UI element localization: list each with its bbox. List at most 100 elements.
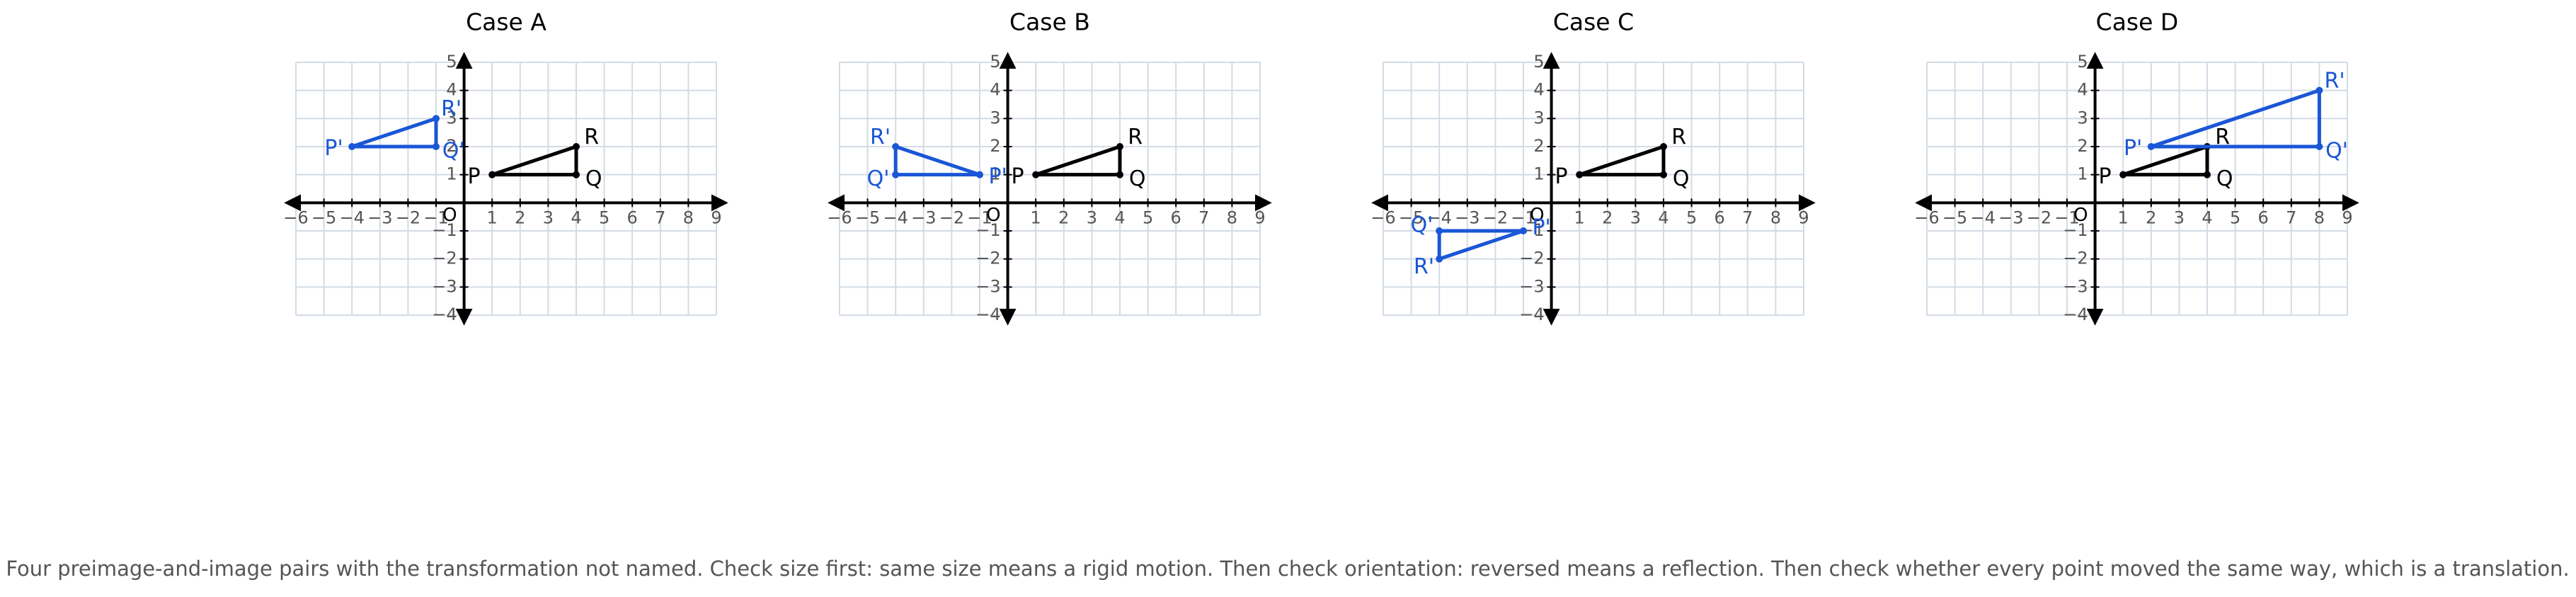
- vertex: [1116, 143, 1123, 150]
- x-tick-label: 8: [1770, 207, 1781, 227]
- vertex: [892, 171, 900, 178]
- y-tick-label: 1: [1533, 164, 1544, 184]
- vertex-label: R': [870, 125, 891, 149]
- vertex-label: Q: [1129, 166, 1146, 191]
- vertex: [2119, 171, 2127, 178]
- panel: Case A−6 −5 −4 −3 −2 −1 1 2 3 4 5 6 7 8 9−4−3−2−112345…: [283, 8, 728, 326]
- x-tick-label: 7: [655, 207, 665, 227]
- x-tick-label: 4: [571, 207, 581, 227]
- vertex-label: P: [1555, 164, 1568, 189]
- y-tick-label: 3: [1533, 108, 1544, 127]
- origin-label: O: [442, 205, 457, 226]
- y-tick-label: −2: [975, 249, 1000, 268]
- y-tick-label: 2: [1533, 136, 1544, 156]
- vertex-label: R: [1671, 125, 1686, 149]
- caption: Four preimage-and-image pairs with the t…: [6, 557, 2569, 581]
- vertex-label: R: [1128, 125, 1143, 149]
- vertex: [2315, 86, 2323, 94]
- x-tick-label: −1: [423, 207, 448, 227]
- triangle: [1437, 229, 1525, 261]
- y-tick-label: −3: [432, 276, 457, 296]
- y-tick-label: 4: [446, 80, 457, 100]
- vertex: [573, 171, 580, 178]
- x-tick-label: −4: [1971, 207, 1996, 227]
- y-tick-label: 4: [990, 80, 1000, 100]
- vertex-label: R': [1414, 254, 1434, 279]
- vertex-label: P': [1532, 215, 1550, 240]
- triangle: [2149, 89, 2321, 149]
- vertex: [976, 171, 983, 178]
- y-tick-label: −1: [975, 220, 1000, 240]
- x-tick-label: 1: [1031, 207, 1041, 227]
- x-tick-label: −6: [283, 207, 308, 227]
- x-tick-label: 3: [1087, 207, 1097, 227]
- x-tick-label: −5: [1399, 207, 1424, 227]
- vertex: [488, 171, 496, 178]
- y-tick-label: −4: [975, 305, 1000, 324]
- panel-title: Case B: [1009, 8, 1090, 36]
- x-tick-label: −3: [1455, 207, 1479, 227]
- vertex-label: R': [441, 97, 462, 122]
- y-tick-label: −4: [432, 305, 457, 324]
- x-tick-label: −2: [2027, 207, 2051, 227]
- vertex-label: P': [988, 164, 1007, 189]
- x-tick-label: −4: [883, 207, 908, 227]
- x-tick-label: −2: [939, 207, 964, 227]
- vertex: [892, 143, 900, 150]
- vertex: [1436, 255, 1443, 263]
- x-tick-label: 7: [2286, 207, 2296, 227]
- x-tick-label: 4: [1114, 207, 1125, 227]
- x-tick-label: 6: [1715, 207, 1725, 227]
- y-tick-label: 3: [2077, 108, 2088, 127]
- vertex-label: R: [584, 125, 599, 149]
- x-tick-label: 8: [683, 207, 694, 227]
- triangle: [1034, 144, 1122, 177]
- y-tick-label: 2: [990, 136, 1000, 156]
- y-tick-label: −3: [1519, 276, 1544, 296]
- x-tick-label: 1: [2118, 207, 2129, 227]
- y-tick-label: −2: [432, 249, 457, 268]
- x-tick-label: 6: [1171, 207, 1181, 227]
- vertex-label: R: [2215, 125, 2230, 149]
- vertex-label: P': [2124, 136, 2142, 161]
- panel-title: Case D: [2096, 8, 2179, 36]
- x-tick-label: −4: [1427, 207, 1452, 227]
- x-tick-label: −6: [1914, 207, 1939, 227]
- x-tick-label: 8: [1227, 207, 1237, 227]
- x-tick-label: −5: [855, 207, 880, 227]
- origin-label: O: [1530, 205, 1544, 226]
- y-tick-label: −1: [2063, 220, 2088, 240]
- triangle: [893, 144, 982, 177]
- x-tick-label: 9: [1798, 207, 1809, 227]
- vertex-label: P': [324, 136, 343, 161]
- triangle: [2121, 144, 2209, 177]
- vertex-label: Q: [1673, 166, 1690, 191]
- x-tick-label: −6: [1370, 207, 1395, 227]
- y-tick-label: 5: [2077, 52, 2088, 72]
- y-tick-label: −2: [1519, 249, 1544, 268]
- y-tick-label: −4: [2063, 305, 2088, 324]
- y-tick-label: 2: [446, 136, 457, 156]
- triangle: [490, 144, 578, 177]
- x-tick-label: −6: [827, 207, 852, 227]
- vertex-label: P: [2099, 164, 2112, 189]
- triangle: [1577, 144, 1666, 177]
- origin-label: O: [2073, 205, 2088, 226]
- vertex: [1032, 171, 1040, 178]
- vertex-label: P: [1012, 164, 1024, 189]
- y-tick-label: 5: [990, 52, 1000, 72]
- panel: Case C−6 −5 −4 −3 −2 −1 1 2 3 4 5 6 7 8 9−4−3−2−112345…: [1370, 8, 1816, 326]
- x-tick-label: 2: [2146, 207, 2156, 227]
- x-tick-label: −4: [340, 207, 365, 227]
- vertex: [433, 143, 440, 150]
- vertex-label: R': [2324, 69, 2345, 93]
- y-tick-label: 4: [1533, 80, 1544, 100]
- x-tick-label: 5: [1143, 207, 1153, 227]
- x-tick-label: −5: [1942, 207, 1967, 227]
- origin-label: O: [986, 205, 1000, 226]
- y-tick-label: 5: [1533, 52, 1544, 72]
- y-tick-label: 3: [446, 108, 457, 127]
- x-tick-label: 7: [1198, 207, 1209, 227]
- vertex-label: Q': [442, 138, 465, 163]
